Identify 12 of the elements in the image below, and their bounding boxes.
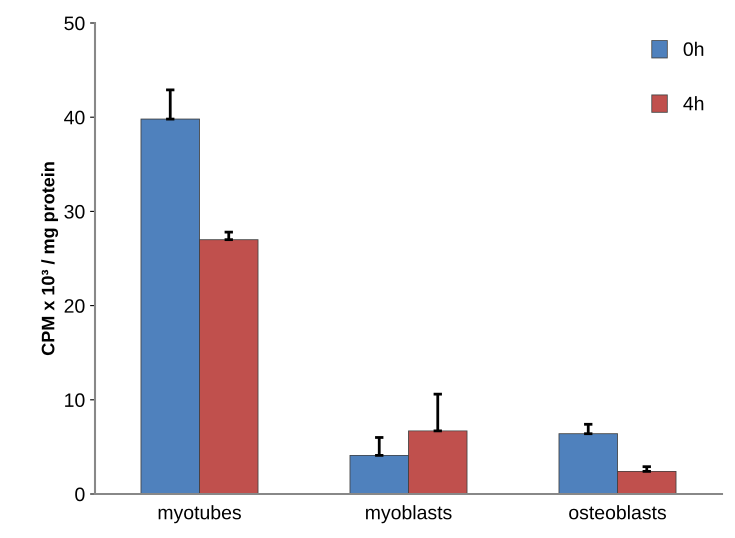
y-tick-label: 40 <box>64 110 85 124</box>
legend-label: 0h <box>684 42 704 56</box>
y-tick-label: 30 <box>64 204 85 219</box>
x-tick-label: myoblasts <box>366 505 452 524</box>
x-tick-label: myotubes <box>158 505 241 524</box>
y-axis-title: CPM x 10³ / mg protein <box>41 162 58 356</box>
x-tick-label: osteoblasts <box>569 505 666 520</box>
y-tick-label: 50 <box>64 16 85 30</box>
legend-label: 4h <box>683 96 704 110</box>
y-tick-label: 0 <box>75 487 85 502</box>
y-tick-label: 20 <box>64 299 85 313</box>
y-tick-label: 10 <box>65 393 85 408</box>
